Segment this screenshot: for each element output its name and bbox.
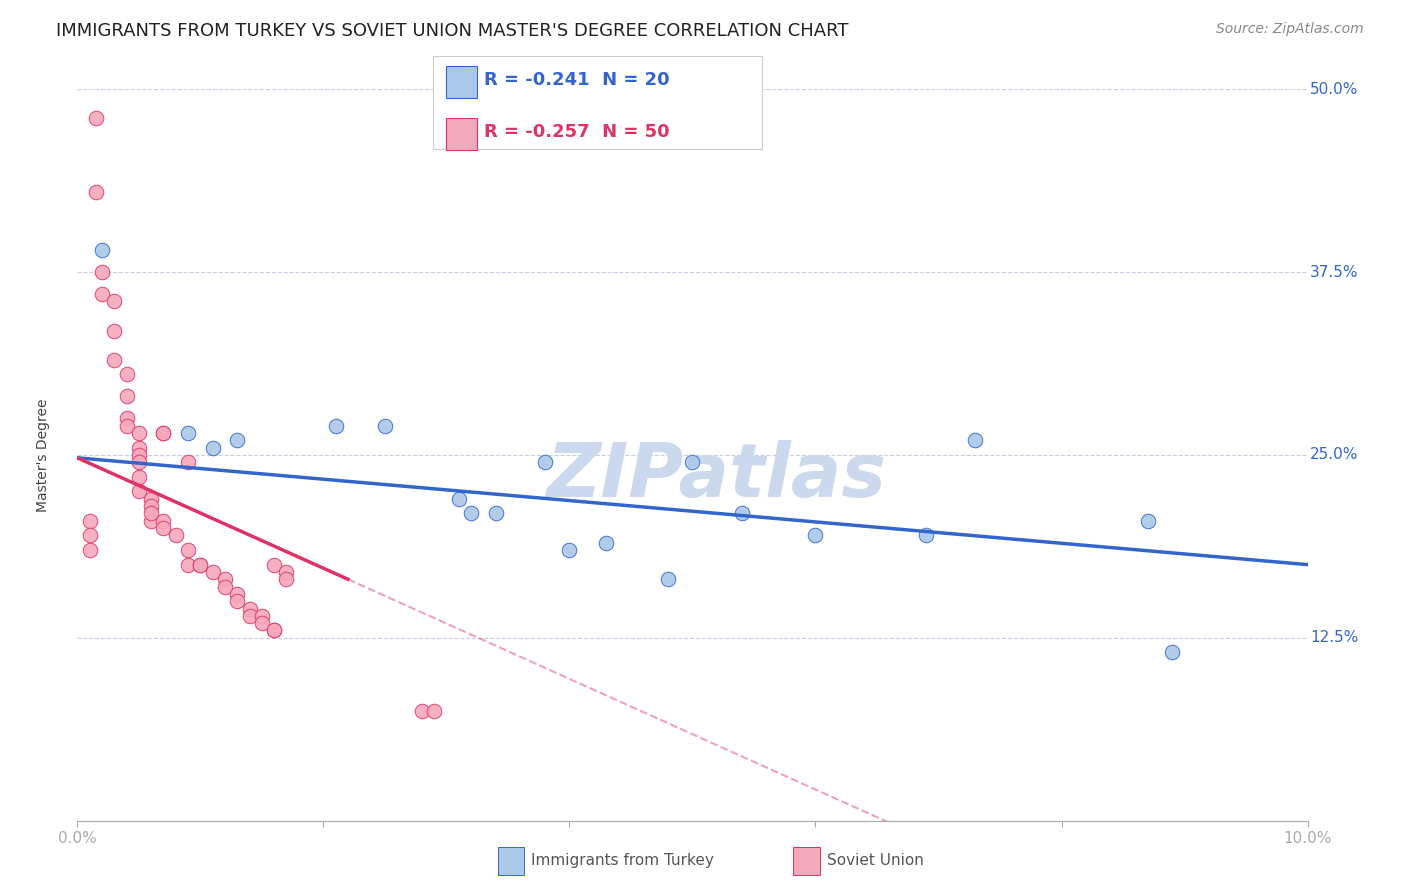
Point [239, 608, 262, 623]
Point [177, 455, 200, 469]
Point [152, 425, 174, 440]
Point [374, 418, 396, 433]
Point [103, 324, 125, 338]
Point [263, 624, 285, 638]
Point [485, 507, 508, 521]
Point [165, 528, 187, 542]
Point [214, 580, 236, 594]
Point [263, 624, 285, 638]
Point [115, 368, 138, 382]
Point [201, 565, 224, 579]
Text: Master's Degree: Master's Degree [37, 398, 49, 512]
Point [103, 352, 125, 367]
Text: 37.5%: 37.5% [1310, 265, 1358, 279]
Point [239, 601, 262, 615]
Point [84, 185, 107, 199]
Point [141, 514, 163, 528]
Point [226, 587, 249, 601]
Point [115, 411, 138, 425]
Text: ZIPatlas: ZIPatlas [547, 441, 887, 514]
Text: Source: ZipAtlas.com: Source: ZipAtlas.com [1216, 22, 1364, 37]
Point [657, 572, 679, 586]
Point [128, 470, 150, 484]
Point [128, 448, 150, 462]
Point [90, 265, 114, 279]
Point [595, 535, 617, 549]
Point [276, 565, 298, 579]
Point [423, 704, 446, 718]
Point [128, 484, 150, 499]
Point [79, 543, 101, 558]
Point [460, 507, 482, 521]
Point [804, 528, 827, 542]
Point [447, 491, 470, 506]
Point [201, 441, 224, 455]
Point [250, 608, 273, 623]
Point [1136, 514, 1159, 528]
Point [141, 499, 163, 513]
Point [534, 455, 557, 469]
Point [411, 704, 433, 718]
Text: Immigrants from Turkey: Immigrants from Turkey [531, 854, 714, 868]
Point [250, 616, 273, 631]
Point [731, 507, 754, 521]
Point [90, 243, 114, 257]
Point [115, 389, 138, 403]
Point [682, 455, 704, 469]
Point [1161, 645, 1184, 659]
Text: 12.5%: 12.5% [1310, 631, 1358, 645]
Point [128, 455, 150, 469]
Point [152, 514, 174, 528]
Point [152, 425, 174, 440]
Point [276, 572, 298, 586]
Text: 25.0%: 25.0% [1310, 448, 1358, 462]
Point [79, 514, 101, 528]
Point [558, 543, 581, 558]
Text: R = -0.241  N = 20: R = -0.241 N = 20 [484, 71, 669, 89]
Text: R = -0.257  N = 50: R = -0.257 N = 50 [484, 123, 669, 141]
Point [128, 441, 150, 455]
Point [79, 528, 101, 542]
Point [152, 521, 174, 535]
Point [188, 558, 212, 572]
Point [226, 594, 249, 608]
Point [965, 434, 987, 448]
Point [128, 425, 150, 440]
Point [115, 418, 138, 433]
Point [214, 572, 236, 586]
Point [263, 558, 285, 572]
Point [177, 558, 200, 572]
Point [226, 434, 249, 448]
Point [177, 543, 200, 558]
Point [90, 287, 114, 301]
Point [141, 491, 163, 506]
Point [103, 294, 125, 309]
Point [915, 528, 938, 542]
Point [84, 112, 107, 126]
Point [177, 425, 200, 440]
Text: IMMIGRANTS FROM TURKEY VS SOVIET UNION MASTER'S DEGREE CORRELATION CHART: IMMIGRANTS FROM TURKEY VS SOVIET UNION M… [56, 22, 849, 40]
Point [325, 418, 347, 433]
Point [188, 558, 212, 572]
Text: Soviet Union: Soviet Union [827, 854, 924, 868]
Point [141, 507, 163, 521]
Text: 50.0%: 50.0% [1310, 82, 1358, 96]
